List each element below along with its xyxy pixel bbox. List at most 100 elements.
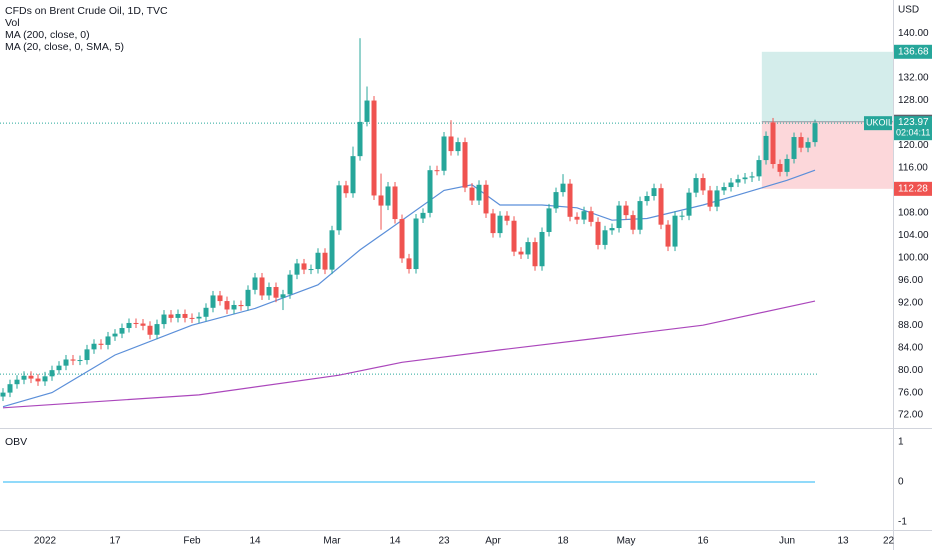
candle-body bbox=[140, 323, 146, 326]
candle-body bbox=[476, 184, 482, 201]
target-price-label-box bbox=[894, 44, 932, 59]
candle-body bbox=[217, 295, 223, 302]
candle-body bbox=[777, 164, 783, 172]
x-tick-label: 17 bbox=[109, 536, 121, 547]
candle-body bbox=[392, 186, 398, 220]
candle-body bbox=[630, 215, 636, 230]
candle-body bbox=[203, 307, 209, 317]
candle-body bbox=[679, 215, 685, 217]
candle-body bbox=[63, 359, 69, 366]
y-tick-label: 80.00 bbox=[898, 365, 923, 376]
candle-body bbox=[553, 192, 559, 209]
candle-body bbox=[763, 135, 769, 161]
x-tick-label: Apr bbox=[485, 536, 501, 547]
candle-body bbox=[49, 370, 55, 377]
legend-ma20: MA (20, close, 0, SMA, 5) bbox=[5, 41, 124, 53]
candle-body bbox=[644, 196, 650, 202]
candle-body bbox=[497, 215, 503, 234]
candle-body bbox=[672, 215, 678, 247]
x-tick-label: May bbox=[617, 536, 636, 547]
x-tick-label: 13 bbox=[837, 536, 849, 547]
candle-body bbox=[581, 211, 587, 220]
x-tick-label: Jun bbox=[779, 536, 795, 547]
x-tick-label: 18 bbox=[557, 536, 569, 547]
candle-body bbox=[791, 137, 797, 159]
symbol-box bbox=[864, 116, 892, 131]
last-price-box bbox=[894, 116, 932, 141]
candle-body bbox=[70, 359, 76, 361]
candle-body bbox=[728, 182, 734, 188]
candle-body bbox=[329, 230, 335, 270]
candle-body bbox=[133, 322, 139, 324]
y-tick-label: 104.00 bbox=[898, 230, 929, 241]
candle-body bbox=[322, 252, 328, 270]
candle-body bbox=[28, 375, 34, 379]
x-tick-label: Feb bbox=[183, 536, 201, 547]
candle-body bbox=[105, 336, 111, 345]
candle-body bbox=[273, 287, 279, 298]
candle-body bbox=[707, 190, 713, 207]
candle-body bbox=[301, 263, 307, 270]
candle-body bbox=[448, 136, 454, 152]
candle-body bbox=[119, 328, 125, 334]
candle-body bbox=[315, 252, 321, 270]
candle-body bbox=[336, 185, 342, 231]
candle-body bbox=[280, 294, 286, 298]
candle-body bbox=[413, 218, 419, 270]
candle-body bbox=[455, 142, 461, 152]
candle-body bbox=[371, 100, 377, 196]
candle-body bbox=[567, 183, 573, 217]
candle-body bbox=[14, 379, 20, 385]
candle-body bbox=[700, 178, 706, 191]
candle-body bbox=[161, 314, 167, 325]
x-tick-label: Mar bbox=[323, 536, 341, 547]
candle-body bbox=[84, 349, 90, 361]
candle-body bbox=[602, 230, 608, 245]
candle-body bbox=[434, 170, 440, 172]
candle-body bbox=[784, 158, 790, 172]
candle-body bbox=[56, 365, 62, 371]
candle-body bbox=[385, 186, 391, 206]
y-tick-label: 140.00 bbox=[898, 28, 929, 39]
candle-body bbox=[504, 215, 510, 221]
candle-body bbox=[126, 322, 132, 329]
candle-body bbox=[35, 378, 41, 382]
y-tick-label: 108.00 bbox=[898, 208, 929, 219]
x-tick-label: 22 bbox=[883, 536, 895, 547]
y-tick-label: 76.00 bbox=[898, 387, 923, 398]
y-tick-label: 128.00 bbox=[898, 95, 929, 106]
candle-body bbox=[399, 219, 405, 259]
candle-body bbox=[560, 183, 566, 193]
candle-body bbox=[693, 178, 699, 193]
moving-average-line bbox=[2, 300, 816, 409]
y-tick-label: 84.00 bbox=[898, 342, 923, 353]
candle-body bbox=[147, 325, 153, 335]
candle-body bbox=[812, 123, 818, 143]
candle-body bbox=[266, 287, 272, 296]
candle-body bbox=[98, 343, 104, 345]
candle-body bbox=[483, 184, 489, 214]
last-price-label: 123.97 bbox=[898, 117, 929, 128]
candle-body bbox=[112, 333, 118, 337]
obv-tick-label: 1 bbox=[898, 437, 904, 448]
currency-label: USD bbox=[898, 5, 919, 16]
candle-body bbox=[735, 179, 741, 183]
candle-body bbox=[42, 376, 48, 382]
candle-body bbox=[294, 263, 300, 275]
candle-body bbox=[686, 192, 692, 216]
candle-body bbox=[469, 187, 475, 201]
candle-body bbox=[518, 251, 524, 255]
candle-body bbox=[224, 301, 230, 310]
candle-body bbox=[588, 211, 594, 222]
candle-body bbox=[539, 231, 545, 267]
x-tick-label: 16 bbox=[697, 536, 709, 547]
position-loss-zone bbox=[761, 121, 893, 189]
candle-body bbox=[462, 142, 468, 188]
candle-body bbox=[749, 176, 755, 178]
y-tick-label: 120.00 bbox=[898, 140, 929, 151]
stop-price-label: 112.28 bbox=[898, 183, 928, 194]
legend-volume: Vol bbox=[5, 17, 20, 29]
obv-tick-label: 0 bbox=[898, 477, 904, 488]
x-tick-label: 14 bbox=[389, 536, 401, 547]
